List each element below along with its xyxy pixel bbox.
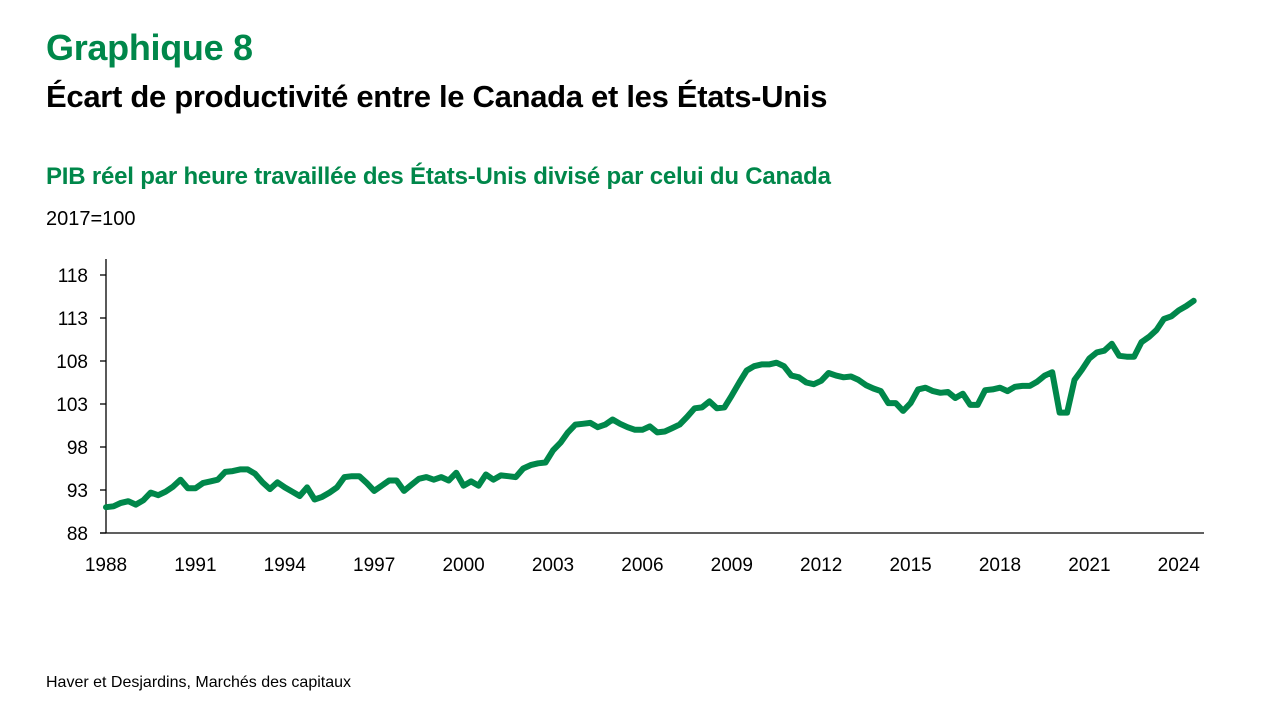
chart-subtitle: PIB réel par heure travaillée des États-… — [46, 163, 831, 190]
x-tick-label: 2021 — [1068, 555, 1110, 576]
series-layer — [103, 297, 1197, 511]
series-line-0 — [103, 297, 1197, 511]
x-tick-label: 2009 — [711, 555, 753, 576]
y-tick-label: 98 — [67, 438, 88, 459]
x-tick-label: 2012 — [800, 555, 842, 576]
x-tick-label: 2006 — [621, 555, 663, 576]
unit-label: 2017=100 — [46, 208, 136, 230]
x-tick-label: 2015 — [889, 555, 931, 576]
x-tick-label: 1994 — [264, 555, 307, 576]
x-tick-label: 2018 — [979, 555, 1021, 576]
y-tick-label: 118 — [58, 266, 88, 287]
chart-number: Graphique 8 — [46, 27, 253, 68]
y-tick-label: 113 — [58, 309, 88, 330]
y-tick-label: 103 — [56, 395, 88, 416]
x-tick-label: 2024 — [1158, 555, 1201, 576]
x-tick-label: 2000 — [442, 555, 484, 576]
y-tick-label: 108 — [56, 352, 88, 373]
x-tick-label: 2003 — [532, 555, 574, 576]
x-tick-label: 1997 — [353, 555, 395, 576]
x-tick-label: 1988 — [85, 555, 127, 576]
y-tick-label: 93 — [67, 481, 88, 502]
x-axis: 1988 1991 1994 1997 2000 2003 2006 2009 2012 2015… — [85, 532, 1204, 576]
y-axis: 88 93 98 103 108 113 118 — [56, 259, 107, 545]
x-tick-label: 1991 — [174, 555, 216, 576]
chart-title: Écart de productivité entre le Canada et… — [46, 79, 828, 114]
y-tick-label: 88 — [67, 524, 88, 545]
source-note: Haver et Desjardins, Marchés des capitau… — [46, 674, 352, 691]
